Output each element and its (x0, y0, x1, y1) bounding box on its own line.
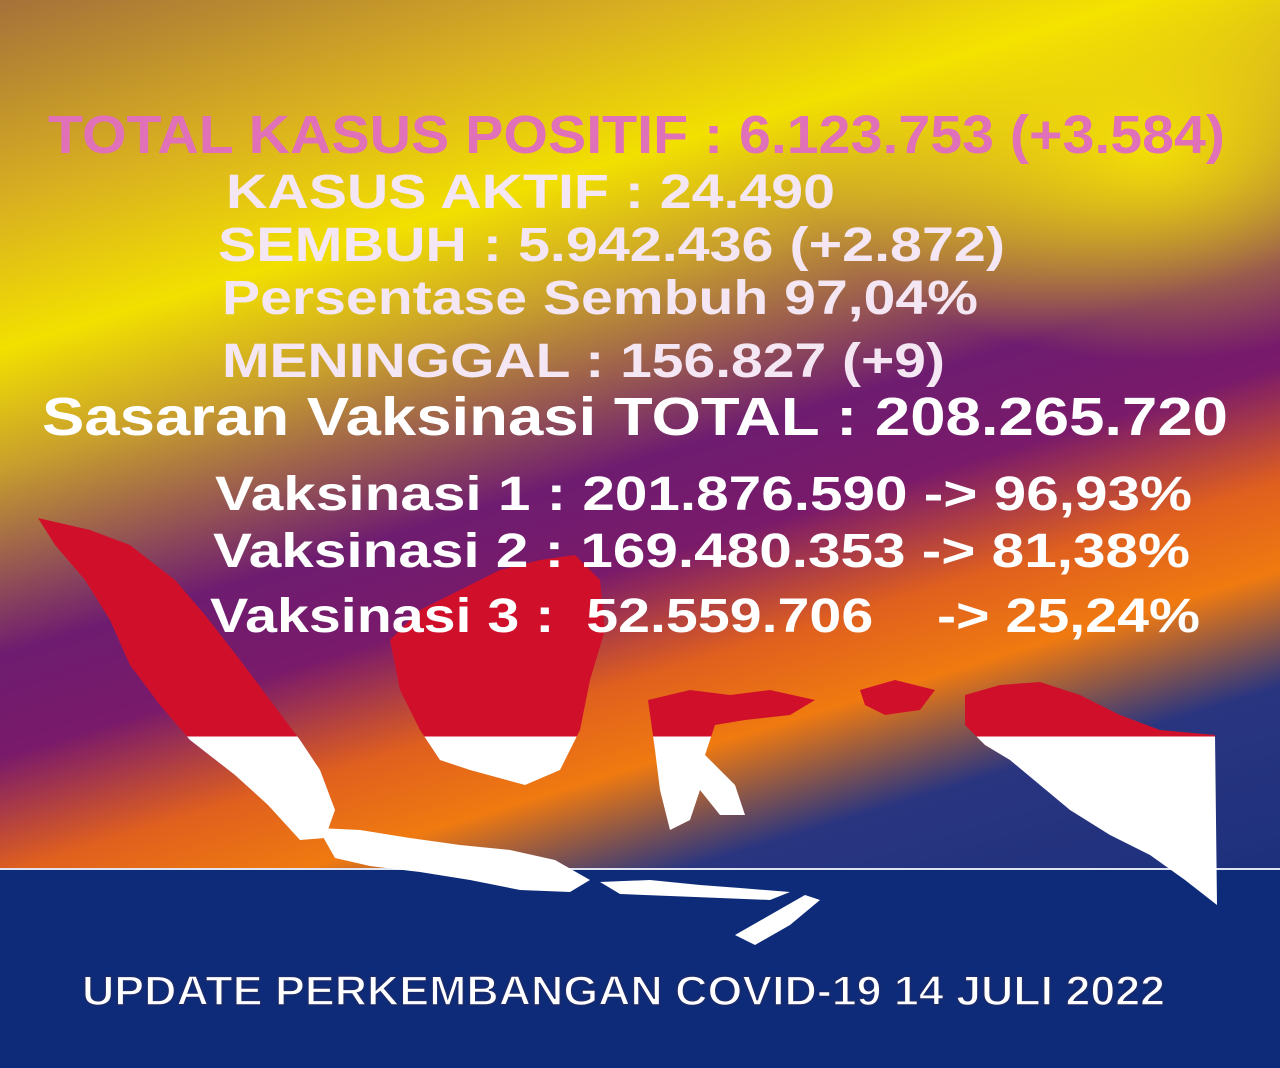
deaths: MENINGGAL : 156.827 (+9) (222, 335, 945, 388)
timor-island (735, 895, 820, 945)
indonesia-map-flag-icon (38, 518, 1217, 945)
nusa-tenggara-islands (600, 880, 790, 900)
vaccination-target-total: Sasaran Vaksinasi TOTAL : 208.265.720 (42, 387, 1228, 447)
recovered-cases: SEMBUH : 5.942.436 (+2.872) (218, 219, 1005, 272)
recovery-rate: Persentase Sembuh 97,04% (222, 272, 978, 325)
footer-update-title: UPDATE PERKEMBANGAN COVID-19 14 JULI 202… (82, 967, 1165, 1014)
vaccination-dose-3: Vaksinasi 3 : 52.559.706 -> 25,24% (210, 590, 1200, 643)
active-cases: KASUS AKTIF : 24.490 (226, 166, 835, 219)
vaccination-dose-1: Vaksinasi 1 : 201.876.590 -> 96,93% (215, 468, 1192, 521)
java-island (318, 828, 590, 892)
vaccination-dose-2: Vaksinasi 2 : 169.480.353 -> 81,38% (213, 525, 1190, 578)
sulawesi-island (648, 690, 815, 830)
sumatra-island (38, 518, 335, 840)
total-positive-cases: TOTAL KASUS POSITIF : 6.123.753 (+3.584) (48, 105, 1225, 165)
footer-band (0, 868, 1280, 1068)
papua-island (965, 682, 1217, 905)
maluku-islands (860, 680, 935, 715)
kalimantan-island (390, 555, 605, 785)
